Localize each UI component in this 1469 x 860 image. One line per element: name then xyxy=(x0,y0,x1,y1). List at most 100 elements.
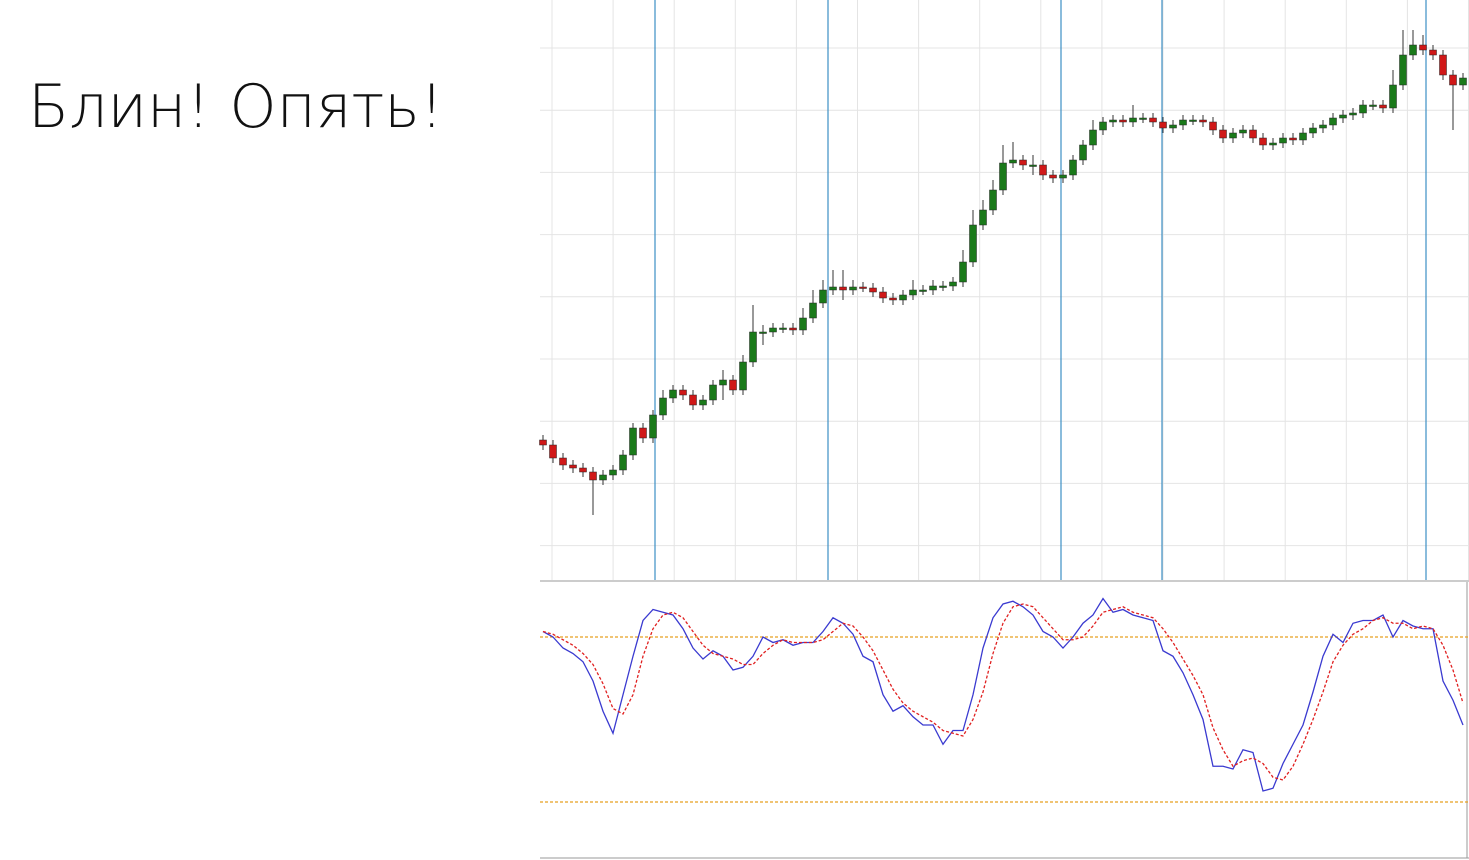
candle-body xyxy=(1109,119,1117,123)
candle-body xyxy=(909,289,917,296)
candle-body xyxy=(779,327,787,330)
candle-body xyxy=(1209,121,1217,131)
oscillator-line xyxy=(542,603,1464,781)
candle-body xyxy=(1249,129,1257,139)
candle-body xyxy=(1459,77,1467,86)
candle-body xyxy=(1449,74,1457,86)
candle-body xyxy=(1409,44,1417,56)
candle-body xyxy=(739,361,747,391)
candle-body xyxy=(1039,164,1047,176)
candle-body xyxy=(1439,54,1447,76)
vertical-markers xyxy=(654,0,1427,580)
candle-body xyxy=(879,291,887,299)
candle-body xyxy=(999,162,1007,191)
candle-body xyxy=(829,286,837,291)
candle-body xyxy=(899,294,907,301)
candle-body xyxy=(569,464,577,469)
candle-body xyxy=(1379,104,1387,109)
candle-body xyxy=(1279,137,1287,144)
candle-body xyxy=(1299,132,1307,141)
candle-body xyxy=(759,331,767,334)
candle-body xyxy=(1019,159,1027,166)
candle-body xyxy=(1089,129,1097,146)
candle-body xyxy=(959,261,967,283)
candle-body xyxy=(649,414,657,439)
candle-body xyxy=(1009,159,1017,164)
candle-body xyxy=(589,471,597,481)
candle-body xyxy=(929,285,937,291)
candle-body xyxy=(859,286,867,289)
candle-body xyxy=(619,454,627,471)
candle-body xyxy=(749,331,757,363)
candle-body xyxy=(889,297,897,301)
candle-body xyxy=(679,389,687,396)
candle-body xyxy=(849,286,857,291)
candle-body xyxy=(629,427,637,456)
candle-body xyxy=(539,439,547,446)
candle-body xyxy=(1309,127,1317,134)
grid xyxy=(540,0,1469,580)
candle-body xyxy=(1229,132,1237,139)
candle-body xyxy=(809,302,817,319)
candle-body xyxy=(1049,174,1057,179)
candle-body xyxy=(1269,142,1277,146)
candle-body xyxy=(1389,84,1397,109)
candle-body xyxy=(789,327,797,331)
candle-body xyxy=(1069,159,1077,176)
candle-body xyxy=(599,474,607,481)
candle-body xyxy=(919,289,927,292)
candle-body xyxy=(1029,164,1037,167)
candle-body xyxy=(1119,119,1127,123)
candle-body xyxy=(1399,54,1407,86)
candle-body xyxy=(1329,117,1337,126)
candle-body xyxy=(1169,124,1177,129)
candle-body xyxy=(989,189,997,211)
candle-body xyxy=(1259,137,1267,146)
candle-body xyxy=(869,287,877,293)
candle-body xyxy=(1079,144,1087,161)
candle-body xyxy=(969,224,977,263)
candle-body xyxy=(729,379,737,391)
candle-body xyxy=(609,469,617,476)
candle-body xyxy=(819,289,827,304)
candle-body xyxy=(939,285,947,288)
candle-body xyxy=(1219,129,1227,139)
candle-body xyxy=(559,457,567,466)
candle-body xyxy=(1359,104,1367,114)
candle-body xyxy=(669,389,677,399)
candle-body xyxy=(1189,119,1197,122)
candle-body xyxy=(1289,137,1297,141)
candle-body xyxy=(549,444,557,459)
candle-body xyxy=(1429,49,1437,56)
candle-body xyxy=(1419,44,1427,51)
candle-body xyxy=(1369,104,1377,107)
candle-body xyxy=(1059,174,1067,179)
candle-body xyxy=(1129,117,1137,123)
candle-body xyxy=(659,397,667,416)
candle-body xyxy=(1139,117,1147,120)
candle-body xyxy=(769,327,777,333)
candle-body xyxy=(949,281,957,287)
candle-body xyxy=(579,467,587,473)
candle-body xyxy=(1199,119,1207,123)
candle-body xyxy=(1179,119,1187,126)
candle-body xyxy=(1339,114,1347,119)
candle-body xyxy=(979,209,987,226)
candle-body xyxy=(839,286,847,291)
candle-body xyxy=(799,317,807,331)
candle-body xyxy=(699,399,707,406)
candle-body xyxy=(1099,121,1107,131)
candle-body xyxy=(709,384,717,401)
candle-body xyxy=(639,427,647,439)
candle-body xyxy=(1239,129,1247,134)
slide-title: Блин! Опять! xyxy=(28,72,444,142)
candle-body xyxy=(1149,117,1157,123)
candle-body xyxy=(1349,112,1357,116)
candle-body xyxy=(689,394,697,406)
candle-body xyxy=(719,379,727,386)
oscillator-line xyxy=(542,597,1464,792)
candle-body xyxy=(1159,121,1167,129)
candle-body xyxy=(1319,124,1327,129)
